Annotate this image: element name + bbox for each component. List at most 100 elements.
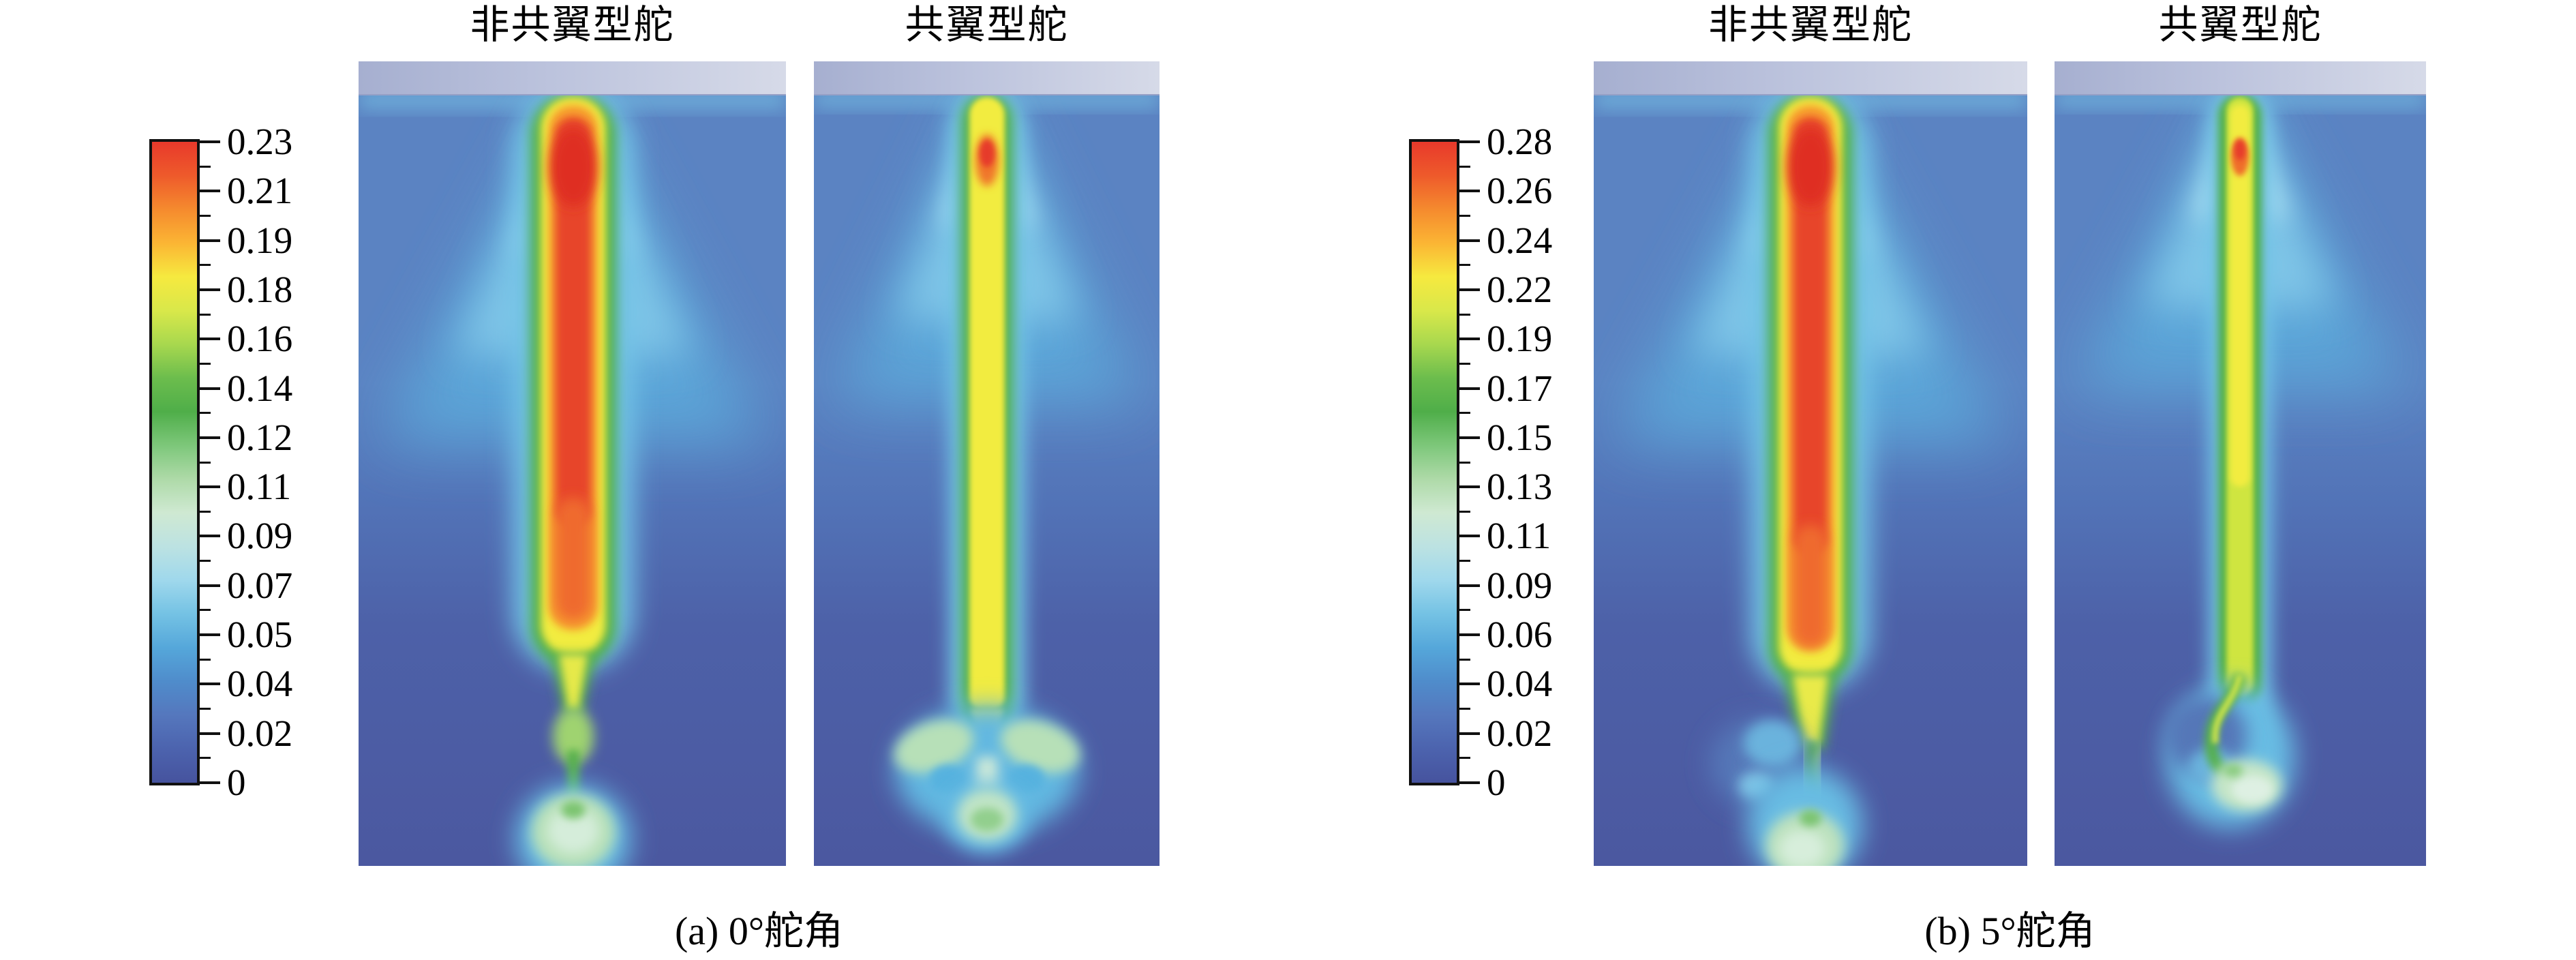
colorbar-minor-tick [1459,510,1470,513]
colorbar-tick-label: 0.15 [1487,416,1553,458]
colorbar-minor-tick [200,658,211,661]
colorbar-tick-label: 0.09 [1487,564,1553,606]
colorbar-minor-tick [1459,214,1470,217]
colorbar-minor-tick [1459,560,1470,562]
panel-title-a2: 共翼型舵 [905,3,1069,47]
colorbar-minor-tick [1459,264,1470,267]
colorbar-tick [1459,190,1480,193]
colorbar-tick-label: 0.07 [227,564,293,606]
panel-title-b1: 非共翼型舵 [1708,3,1913,47]
caption-a: (a) 0°舵角 [674,909,844,953]
contour-plot-b1 [1594,61,2027,866]
contour-plot-b2 [2055,61,2426,866]
contour-plot-a1 [359,61,786,866]
colorbar-tick-label: 0.12 [227,416,293,458]
colorbar-tick [200,140,220,143]
colorbar-minor-tick [200,264,211,267]
colorbar-tick [1459,338,1480,341]
colorbar-tick [1459,732,1480,735]
colorbar-minor-tick [200,362,211,365]
colorbar-tick-label: 0.26 [1487,170,1553,212]
colorbar-tick [200,338,220,341]
colorbar-minor-tick [1459,609,1470,612]
colorbar-minor-tick [200,461,211,464]
colorbar-minor-tick [1459,313,1470,316]
colorbar-tick [200,535,220,538]
colorbar-tick-label: 0.02 [1487,712,1553,754]
colorbar-minor-tick [200,609,211,612]
caption-b: (b) 5°舵角 [1924,909,2095,953]
colorbar-tick-label: 0 [227,762,246,803]
hull-strip [2055,61,2426,95]
colorbar-tick-label: 0.09 [227,515,293,557]
colorbar-tick-label: 0.05 [227,614,293,656]
colorbar-tick-label: 0.28 [1487,121,1553,162]
colorbar-tick [1459,387,1480,390]
colorbar-tick [1459,485,1480,489]
colorbar-tick-label: 0.02 [227,712,293,754]
colorbar-tick-label: 0.04 [1487,663,1553,705]
colorbar-minor-tick [1459,362,1470,365]
colorbar-tick [200,436,220,439]
colorbar-minor-tick [1459,757,1470,760]
contour-panel-a1 [359,61,786,866]
colorbar-tick-label: 0.22 [1487,268,1553,310]
colorbar-minor-tick [1459,461,1470,464]
panel-title-b2: 共翼型舵 [2158,3,2322,47]
colorbar-tick-label: 0 [1487,762,1506,803]
colorbar-b: 0.28 0.26 0.24 0.22 0.19 0.17 0.15 0.13 0.11 0.09… [1409,121,1654,821]
colorbar-tick-label: 0.13 [1487,466,1553,508]
hull-strip [359,61,786,95]
colorbar-tick [200,485,220,489]
colorbar-tick [1459,288,1480,291]
colorbar-tick-label: 0.23 [227,121,293,162]
colorbar-tick-label: 0.19 [1487,318,1553,360]
panel-title-a1: 非共翼型舵 [470,3,675,47]
colorbar-tick-label: 0.04 [227,663,293,705]
colorbar-tick-label: 0.24 [1487,219,1553,261]
colorbar-minor-tick [1459,165,1470,168]
hull-strip [1594,61,2027,95]
colorbar-tick-label: 0.18 [227,268,293,310]
colorbar-minor-tick [200,757,211,760]
colorbar-tick [1459,682,1480,686]
colorbar-tick-label: 0.16 [227,318,293,360]
colorbar-a-gradient [149,139,200,785]
colorbar-tick [200,682,220,686]
hull-strip [814,61,1160,95]
colorbar-tick [200,584,220,587]
colorbar-tick [1459,781,1480,784]
colorbar-tick-label: 0.19 [227,219,293,261]
colorbar-minor-tick [200,708,211,710]
colorbar-tick-label: 0.21 [227,170,293,212]
colorbar-b-ticks: 0.28 0.26 0.24 0.22 0.19 0.17 0.15 0.13 0.11 0.09… [1459,121,1654,803]
contour-panel-b2 [2055,61,2426,866]
colorbar-tick [200,288,220,291]
colorbar-tick [1459,584,1480,587]
colorbar-tick-label: 0.14 [227,367,293,409]
contour-panel-a2 [814,61,1160,866]
colorbar-tick-label: 0.11 [227,466,292,508]
colorbar-tick-label: 0.06 [1487,614,1553,656]
colorbar-tick [1459,633,1480,637]
colorbar-tick [1459,535,1480,538]
colorbar-tick [200,732,220,735]
colorbar-tick [1459,436,1480,439]
colorbar-tick-label: 0.17 [1487,367,1553,409]
colorbar-a: 0.23 0.21 0.19 0.18 0.16 0.14 0.12 0.11 0.09 0.07… [149,121,395,821]
colorbar-tick [200,387,220,390]
colorbar-minor-tick [1459,658,1470,661]
colorbar-tick [1459,140,1480,143]
contour-plot-a2 [814,61,1160,866]
colorbar-tick-label: 0.11 [1487,515,1551,557]
colorbar-tick [200,781,220,784]
contour-panel-b1 [1594,61,2027,866]
colorbar-minor-tick [1459,708,1470,710]
colorbar-minor-tick [200,165,211,168]
colorbar-tick [200,239,220,242]
colorbar-minor-tick [200,214,211,217]
colorbar-tick [200,190,220,193]
colorbar-minor-tick [200,313,211,316]
colorbar-tick [200,633,220,637]
